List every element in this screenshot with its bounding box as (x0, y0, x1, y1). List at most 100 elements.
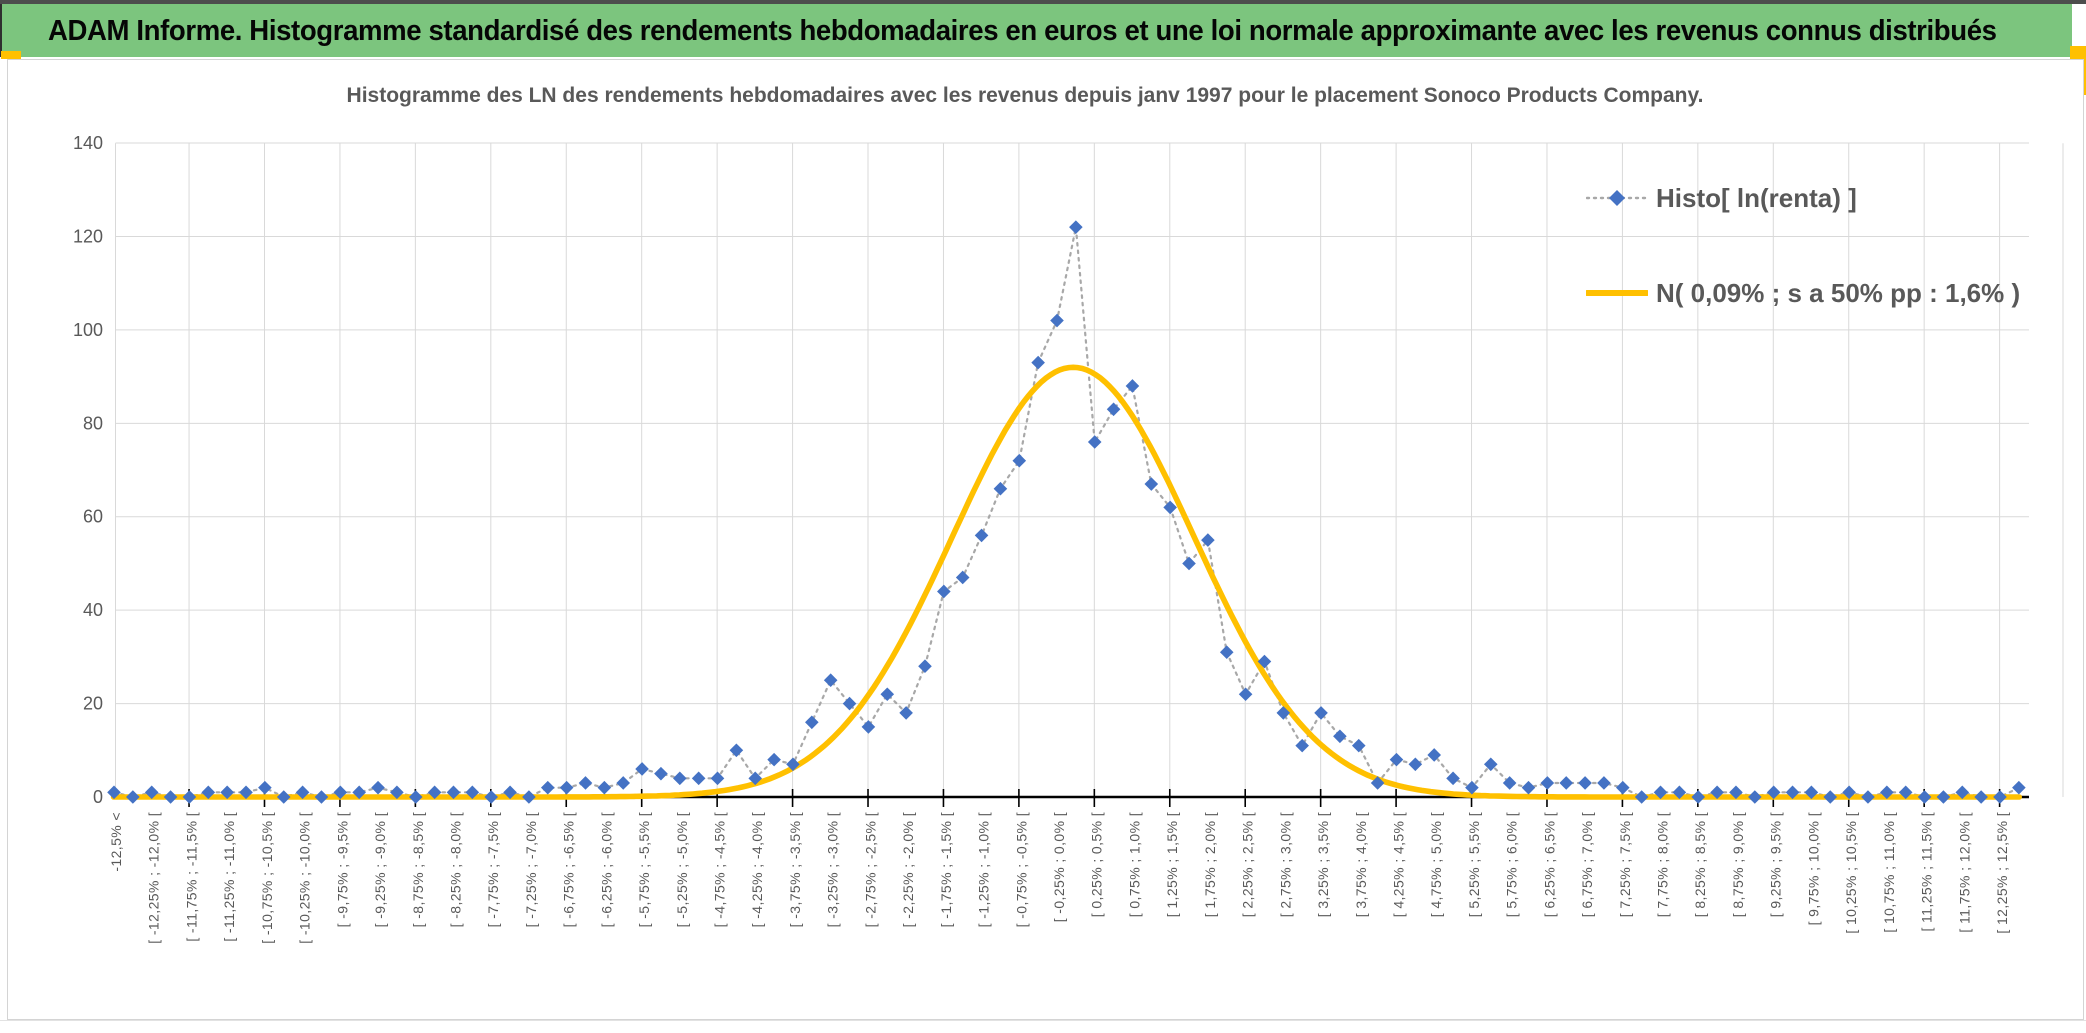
x-gridlines (115, 143, 2064, 797)
x-tick-label: [ -7,75% ; -7,5% [ (485, 812, 501, 927)
data-point-diamond (182, 790, 197, 804)
data-point-diamond (1766, 785, 1781, 800)
data-point-diamond (390, 785, 404, 800)
data-point-diamond (635, 762, 649, 776)
data-point-diamond (1597, 776, 1611, 790)
data-point-diamond (1050, 313, 1064, 328)
selection-handle-top-right[interactable] (2070, 46, 2086, 62)
data-point-diamond (1389, 752, 1404, 767)
data-point-diamond (1880, 785, 1894, 800)
y-tick-label: 0 (93, 787, 103, 807)
data-point-diamond (786, 757, 800, 772)
data-point-diamond (578, 776, 593, 790)
chart-frame[interactable] (7, 59, 2084, 1020)
data-point-diamond (767, 752, 781, 767)
x-tick-label: [ 10,25% ; 10,5% [ (1843, 812, 1859, 934)
y-tick-label: 120 (73, 226, 103, 246)
data-point-diamond (1672, 785, 1687, 800)
x-tick-label: [ 3,25% ; 3,5% [ (1315, 812, 1331, 917)
data-point-diamond (616, 776, 631, 790)
histogram-series (107, 220, 2026, 804)
blue-diamond-dotted-icon (1586, 190, 1648, 206)
data-point-diamond (220, 785, 234, 800)
y-gridlines (115, 142, 2029, 705)
data-point-diamond (880, 687, 895, 702)
data-point-diamond (446, 785, 461, 800)
x-tick-label: [ 7,25% ; 7,5% [ (1617, 812, 1633, 917)
data-point-diamond (144, 785, 159, 800)
x-tick-label: [ 12,25% ; 12,5% [ (1994, 812, 2010, 934)
data-point-diamond (654, 766, 668, 781)
data-point-diamond (1201, 533, 1215, 547)
data-point-diamond (371, 780, 385, 795)
legend-label-normal-curve: N( 0,09% ; s a 50% pp : 1,6% ) (1656, 277, 2021, 308)
data-point-diamond (974, 528, 989, 543)
data-point-diamond (559, 780, 574, 795)
x-tick-label: [ -10,75% ; -10,5% [ (259, 812, 275, 944)
data-point-diamond (522, 790, 536, 804)
data-point-diamond (842, 696, 857, 711)
data-point-diamond (503, 785, 517, 800)
gold-line-icon (1586, 290, 1648, 296)
data-point-diamond (295, 785, 310, 800)
x-tick-label: [ -1,75% ; -1,5% [ (938, 812, 954, 927)
window-top-edge (0, 0, 2086, 4)
x-tick-label: [ -6,25% ; -6,0% [ (598, 812, 614, 927)
x-tick-label: [ 11,25% ; 11,5% [ (1919, 812, 1935, 932)
data-point-diamond (107, 785, 121, 800)
data-point-diamond (691, 771, 706, 786)
x-tick-label: [ 11,75% ; 12,0% [ (1956, 812, 1972, 933)
x-tick-label: [ 4,25% ; 4,5% [ (1390, 812, 1406, 917)
y-tick-label: 20 (83, 694, 103, 714)
data-point-diamond (1446, 771, 1460, 786)
data-point-diamond (1634, 790, 1649, 804)
x-tick-label: [ 1,75% ; 2,0% [ (1202, 812, 1218, 917)
x-tick-label: [ 9,25% ; 9,5% [ (1768, 812, 1784, 917)
data-point-diamond (258, 780, 272, 795)
data-point-diamond (918, 659, 932, 674)
x-tick-label: [ -4,75% ; -4,5% [ (712, 812, 728, 927)
x-tick-label: [ 2,25% ; 2,5% [ (1240, 812, 1256, 917)
data-point-diamond (861, 720, 876, 734)
x-tick-label: [ -2,75% ; -2,5% [ (862, 812, 878, 927)
data-point-diamond (201, 785, 216, 800)
data-point-diamond (1106, 402, 1121, 417)
data-point-diamond (1144, 477, 1159, 491)
data-point-diamond (1163, 500, 1177, 515)
data-point-diamond (597, 780, 612, 795)
data-point-diamond (314, 790, 329, 804)
data-point-diamond (1974, 790, 1988, 804)
x-tick-label: [ -0,25% ; 0,0% [ (1051, 812, 1067, 922)
data-point-diamond (427, 785, 442, 800)
x-tick-label: [ -0,75% ; -0,5% [ (1013, 812, 1029, 927)
data-point-diamond (729, 743, 744, 758)
data-point-diamond (937, 584, 951, 599)
data-point-diamond (1087, 435, 1102, 449)
data-point-diamond (955, 570, 970, 585)
data-point-diamond (1012, 453, 1027, 468)
legend-item-normal-curve[interactable]: N( 0,09% ; s a 50% pp : 1,6% ) (1586, 271, 2066, 315)
data-point-diamond (1276, 706, 1291, 720)
legend-item-histogram[interactable]: Histo[ ln(renta) ] (1586, 176, 2066, 220)
data-point-diamond (163, 790, 178, 804)
x-tick-label: [ 3,75% ; 4,0% [ (1353, 812, 1369, 917)
x-tick-label: [ -8,75% ; -8,5% [ (410, 812, 426, 927)
normal-curve (110, 364, 2022, 800)
data-point-diamond (993, 481, 1008, 496)
data-point-diamond (1748, 790, 1762, 804)
y-tick-label: 40 (83, 600, 103, 620)
data-point-diamond (408, 790, 423, 804)
data-point-diamond (484, 790, 498, 804)
data-point-diamond (899, 706, 913, 720)
data-point-diamond (1521, 780, 1536, 795)
x-tick-label: [ -9,25% ; -9,0% [ (372, 812, 388, 927)
y-tick-label: 100 (73, 320, 103, 340)
x-tick-label: [ -11,25% ; -11,0% [ (221, 812, 237, 942)
x-tick-label: [ 4,75% ; 5,0% [ (1428, 812, 1444, 917)
data-point-diamond (465, 785, 480, 800)
data-point-diamond (1427, 748, 1441, 762)
selection-handle-bottom-left[interactable] (1, 51, 21, 59)
data-point-diamond (1483, 757, 1498, 772)
x-tick-label: [ -11,75% ; -11,5% [ (183, 812, 199, 942)
